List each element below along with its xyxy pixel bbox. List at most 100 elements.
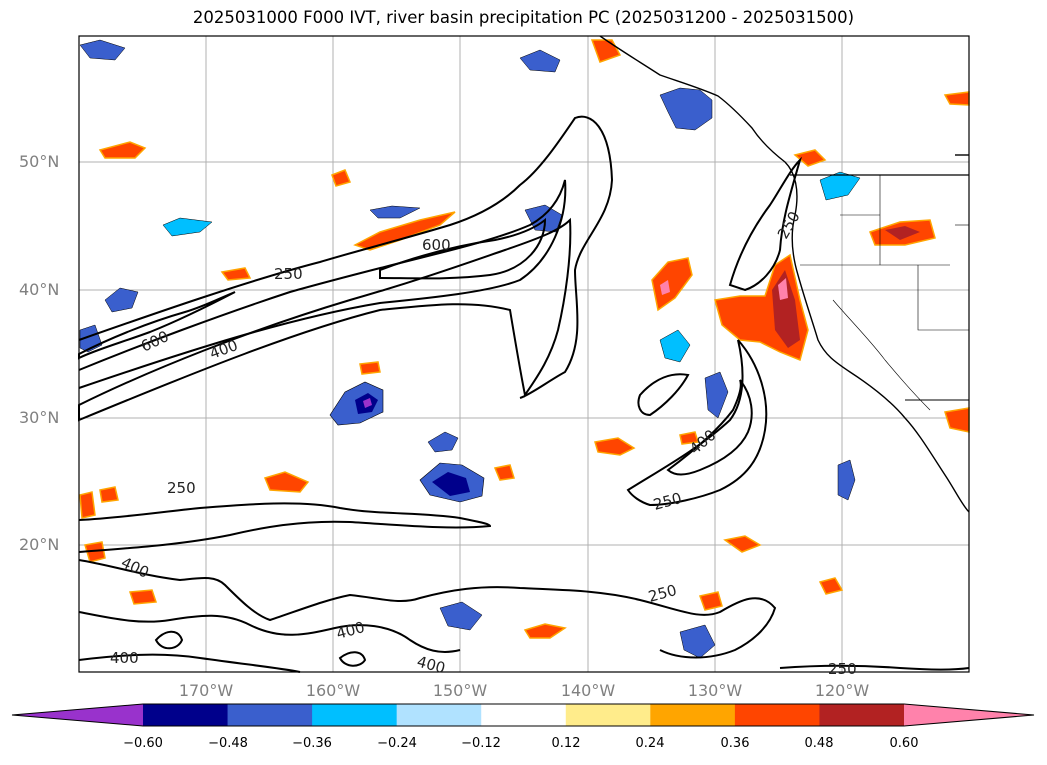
precip-blob [519, 49, 561, 73]
precip-blob [79, 39, 126, 61]
colorbar-tick: −0.36 [292, 736, 332, 751]
ivt-contour-400 [666, 379, 753, 476]
contour-label: 250 [274, 265, 303, 283]
contour-label: 400 [110, 649, 139, 667]
precip-blob [79, 491, 96, 519]
colorbar-segment [481, 704, 567, 726]
precip-blob [723, 535, 762, 553]
precip-blob [793, 149, 827, 167]
precip-blob [660, 280, 670, 295]
precip-blob [704, 371, 729, 419]
colorbar-extend-min [12, 704, 143, 726]
precip-blob [837, 459, 856, 501]
precip-blob [651, 257, 693, 312]
precip-blob [359, 361, 381, 375]
lon-label-170w: 170°W [178, 681, 234, 700]
ivt-contour-250 [78, 559, 777, 659]
colorbar-segment [143, 704, 229, 726]
colorbar-segment [565, 704, 651, 726]
precip-blob [263, 471, 310, 493]
colorbar-segments [143, 704, 905, 726]
ivt-contour-400 [78, 653, 301, 673]
precip-blob [819, 171, 861, 201]
ivt-contour-250 [78, 115, 614, 399]
coastlines [599, 35, 970, 513]
ivt-contour-400 [78, 179, 567, 389]
ivt-contour-250 [637, 373, 690, 417]
precip-blob [493, 464, 515, 481]
ivt-contour-600 [78, 291, 236, 360]
colorbar-outline [11, 703, 1035, 727]
lon-label-160w: 160°W [305, 681, 361, 700]
precip-blob [818, 577, 844, 595]
coastline-baja [832, 299, 931, 411]
ivt-contour-250 [78, 502, 492, 553]
precip-blob [363, 398, 372, 408]
contour-label: 250 [167, 479, 196, 497]
precip-blob [778, 278, 788, 300]
precip-blob [432, 472, 470, 496]
ivt-contour-600 [379, 217, 547, 280]
ivt-contour-250 [728, 156, 803, 292]
ivt-contour-250 [779, 664, 970, 671]
map-title: 2025031000 F000 IVT, river basin precipi… [192, 8, 855, 27]
map-frame [78, 35, 970, 673]
colorbar-segment [734, 704, 820, 726]
map-background [79, 36, 969, 672]
coastline-north-america [599, 35, 970, 513]
colorbar-segment [227, 704, 313, 726]
precip-blob [369, 205, 421, 219]
precip-blob [594, 437, 636, 456]
precip-blob [353, 211, 456, 251]
contour-label: 600 [422, 236, 451, 254]
colorbar-tick: −0.60 [123, 736, 163, 751]
colorbar-segment [396, 704, 482, 726]
precip-blob [679, 431, 699, 445]
precip-blob [679, 624, 716, 659]
lat-label-20n: 20°N [19, 535, 60, 554]
precip-blob [128, 589, 158, 605]
precip-blob [162, 217, 213, 237]
precip-blob [104, 287, 139, 313]
ivt-contour-250 [338, 651, 367, 667]
precip-blob [659, 329, 691, 363]
precip-blob [98, 141, 147, 159]
colorbar-tick: 0.24 [635, 736, 665, 751]
colorbar-segment [650, 704, 736, 726]
precip-pc-shading [79, 39, 970, 659]
lat-label-40n: 40°N [19, 280, 60, 299]
precip-blob [439, 601, 483, 631]
colorbar-tick: 0.36 [720, 736, 750, 751]
colorbar-extend-max [904, 704, 1034, 726]
lon-label-130w: 130°W [687, 681, 743, 700]
lat-label-50n: 50°N [19, 152, 60, 171]
ivt-contour-250 [78, 217, 572, 422]
lon-label-140w: 140°W [560, 681, 616, 700]
colorbar-tick: 0.60 [889, 736, 919, 751]
contour-label: 250 [828, 660, 857, 678]
colorbar [11, 703, 1035, 727]
ivt-contours [78, 115, 970, 673]
lon-label-120w: 120°W [814, 681, 870, 700]
lon-label-150w: 150°W [432, 681, 488, 700]
colorbar-segment [312, 704, 398, 726]
ivt-contour-250 [154, 630, 184, 650]
precip-blob [427, 431, 459, 453]
precip-blob [523, 623, 567, 639]
lat-label-30n: 30°N [19, 408, 60, 427]
precip-blob [331, 169, 352, 187]
precip-blob [885, 226, 920, 240]
colorbar-segment [819, 704, 905, 726]
colorbar-tick: 0.12 [551, 736, 581, 751]
colorbar-tick: −0.12 [461, 736, 501, 751]
precip-blob [220, 267, 252, 281]
colorbar-tick: −0.24 [377, 736, 417, 751]
colorbar-tick: −0.48 [208, 736, 248, 751]
ivt-contour-250 [626, 339, 768, 507]
state-border [917, 265, 969, 331]
precip-blob [99, 486, 119, 503]
precip-blob [699, 591, 723, 611]
colorbar-tick: 0.48 [804, 736, 834, 751]
precip-blob [659, 87, 713, 131]
